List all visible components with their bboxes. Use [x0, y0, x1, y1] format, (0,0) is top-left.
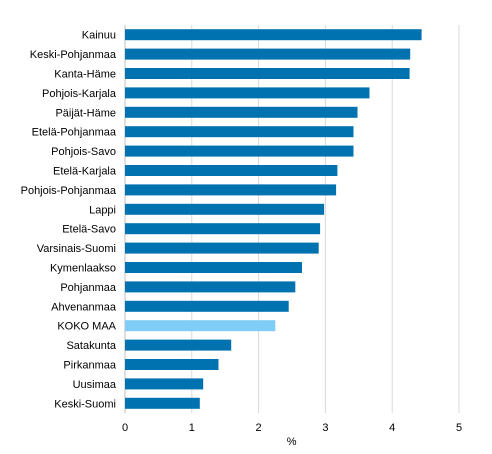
category-label: Pohjois-Savo: [51, 146, 116, 158]
bar: [125, 145, 354, 157]
category-label: Etelä-Karjala: [53, 166, 117, 178]
bar: [125, 223, 321, 235]
bar: [125, 262, 302, 273]
category-label: Lappi: [89, 204, 116, 216]
bar: [125, 397, 200, 409]
x-tick-label: 5: [456, 422, 462, 434]
category-label: Etelä-Savo: [62, 224, 116, 236]
bar: [125, 203, 325, 215]
bar: [125, 281, 296, 293]
bar: [125, 165, 338, 176]
x-tick-label: 2: [256, 422, 262, 434]
bars: [125, 29, 422, 409]
category-labels: Kainuu Keski-Pohjanmaa Kanta-Häme Pohjois-K…: [21, 30, 117, 411]
bar: [125, 378, 204, 390]
gridlines: [124, 25, 460, 413]
category-label: Varsinais-Suomi: [37, 243, 116, 255]
bar: [125, 320, 276, 332]
category-label: Pirkanmaa: [63, 360, 116, 372]
category-label: Keski-Suomi: [54, 398, 116, 410]
bar: [125, 339, 232, 351]
bar: [125, 48, 411, 60]
bar: [125, 126, 354, 138]
x-tick-label: 0: [122, 422, 128, 434]
bar: [125, 87, 370, 99]
x-tick-label: 3: [322, 422, 328, 434]
bar: [125, 359, 219, 370]
category-label: Päijät-Häme: [55, 107, 116, 119]
category-label: Etelä-Pohjanmaa: [32, 127, 117, 139]
category-label: Pohjanmaa: [60, 282, 117, 294]
bar: [125, 106, 358, 118]
category-label: Ahvenanmaa: [51, 301, 117, 313]
category-label: Kanta-Häme: [54, 69, 116, 81]
category-label: Keski-Pohjanmaa: [30, 49, 117, 61]
bar: [125, 29, 422, 41]
x-axis-title: %: [287, 436, 297, 448]
bar: [125, 242, 319, 254]
bar: [125, 300, 289, 312]
bar: [125, 184, 337, 196]
bar: [125, 68, 410, 79]
category-label: Satakunta: [66, 340, 116, 352]
x-tick-label: 1: [189, 422, 195, 434]
category-label: KOKO MAA: [57, 321, 116, 333]
category-label: Uusimaa: [73, 379, 117, 391]
category-label: Pohjois-Karjala: [42, 88, 117, 100]
x-tick-labels: 0 1 2 3 4 5: [122, 422, 462, 434]
category-label: Kainuu: [82, 30, 116, 42]
category-label: Pohjois-Pohjanmaa: [21, 185, 117, 197]
category-label: Kymenlaakso: [50, 263, 116, 275]
x-tick-label: 4: [389, 422, 395, 434]
